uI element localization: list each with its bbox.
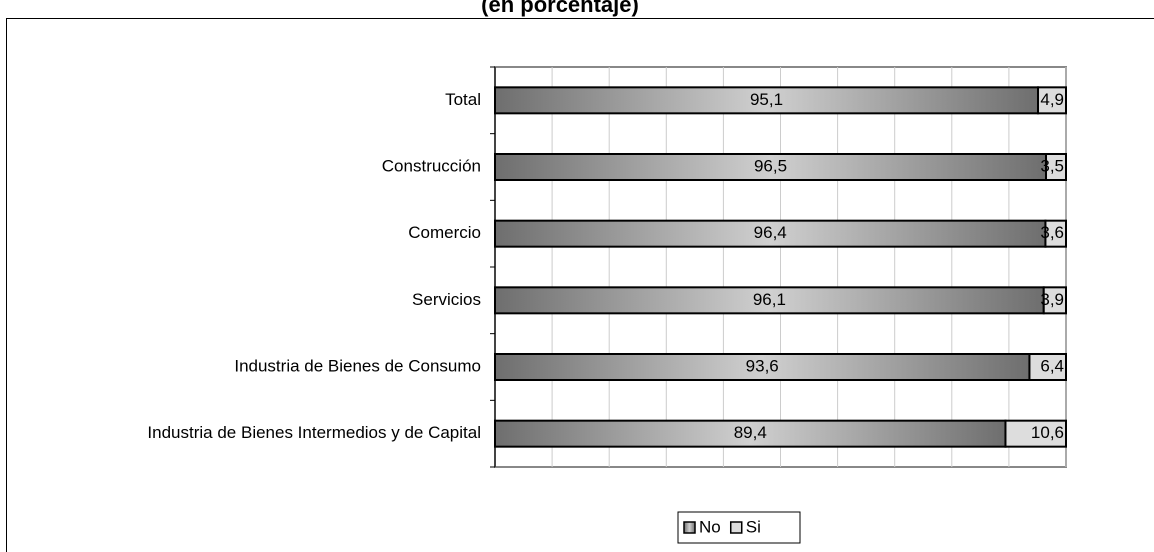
- legend-label: Si: [746, 517, 761, 536]
- chart-frame: [6, 18, 1154, 552]
- legend-swatch: [683, 521, 696, 534]
- data-label: 89,4: [734, 423, 767, 442]
- bar-segment: [494, 153, 1048, 181]
- bar-segment: [494, 86, 1040, 115]
- data-label: 3,5: [1040, 156, 1064, 175]
- y-tick-label: Construcción: [382, 156, 481, 175]
- data-label: 96,4: [754, 223, 787, 242]
- bar-segment: [1044, 219, 1067, 248]
- data-label: 3,6: [1040, 223, 1064, 242]
- y-tick-label: Industria de Bienes de Consumo: [234, 356, 481, 375]
- bar-segment: [494, 286, 1045, 315]
- bar-segment: [1004, 419, 1067, 448]
- y-tick-label: Industria de Bienes Intermedios y de Cap…: [147, 423, 481, 442]
- bar-segment: [1045, 153, 1068, 181]
- data-label: 4,9: [1040, 90, 1064, 109]
- bar-segment: [494, 219, 1047, 248]
- bar-segment: [1042, 286, 1067, 315]
- data-label: 96,5: [754, 156, 787, 175]
- y-tick-label: Comercio: [408, 223, 481, 242]
- data-label: 10,6: [1031, 423, 1064, 442]
- data-label: 96,1: [753, 290, 786, 309]
- bar-segment: [1028, 353, 1068, 381]
- data-label: 93,6: [746, 356, 779, 375]
- bar-segment: [494, 419, 1007, 448]
- data-label: 95,1: [750, 90, 783, 109]
- data-label: 3,9: [1040, 290, 1064, 309]
- chart-title: (en porcentaje): [481, 0, 639, 17]
- bar-segment: [1037, 86, 1067, 115]
- y-tick-label: Total: [445, 90, 481, 109]
- legend-swatch: [729, 521, 743, 534]
- data-label: 6,4: [1040, 356, 1064, 375]
- y-tick-label: Servicios: [412, 290, 481, 309]
- legend-label: No: [699, 517, 721, 536]
